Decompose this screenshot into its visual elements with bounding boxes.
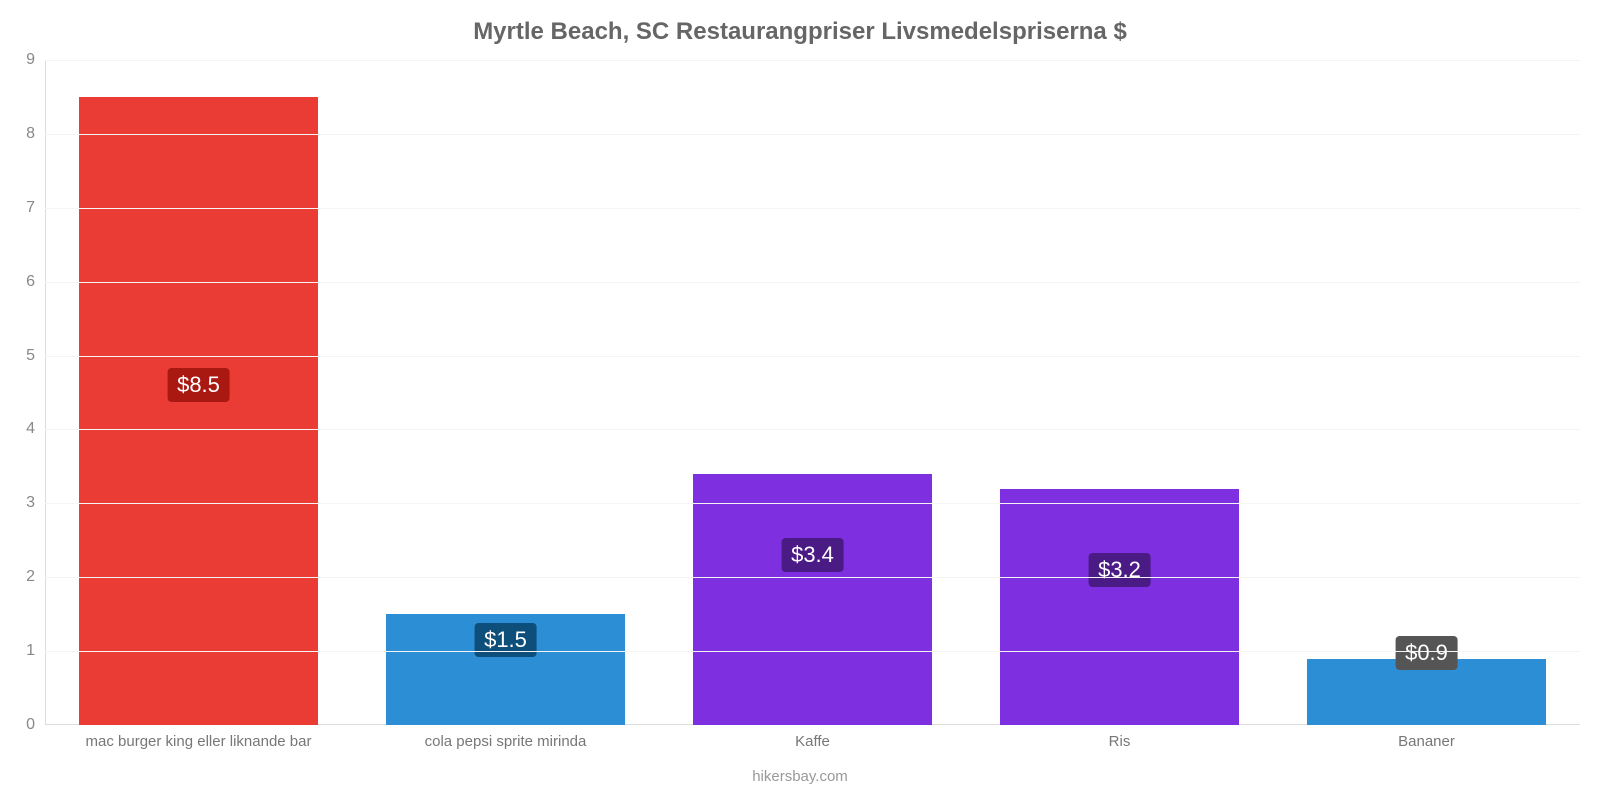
gridline bbox=[45, 503, 1580, 504]
gridline bbox=[45, 577, 1580, 578]
bar bbox=[693, 474, 932, 725]
gridline bbox=[45, 282, 1580, 283]
x-tick-label: Ris bbox=[1109, 725, 1131, 750]
gridline bbox=[45, 651, 1580, 652]
y-tick-label: 1 bbox=[26, 642, 45, 660]
bar bbox=[1000, 489, 1239, 725]
credit-text: hikersbay.com bbox=[0, 768, 1600, 785]
gridline bbox=[45, 208, 1580, 209]
price-bar-chart: Myrtle Beach, SC Restaurangpriser Livsme… bbox=[0, 0, 1600, 800]
bar-value-label: $0.9 bbox=[1395, 636, 1458, 670]
y-tick-label: 9 bbox=[26, 51, 45, 69]
x-tick-label: Kaffe bbox=[795, 725, 830, 750]
x-tick-label: mac burger king eller liknande bar bbox=[86, 725, 312, 750]
bar bbox=[79, 97, 318, 725]
y-tick-label: 7 bbox=[26, 199, 45, 217]
gridline bbox=[45, 134, 1580, 135]
chart-title: Myrtle Beach, SC Restaurangpriser Livsme… bbox=[0, 18, 1600, 46]
x-tick-label: cola pepsi sprite mirinda bbox=[425, 725, 587, 750]
y-tick-label: 5 bbox=[26, 347, 45, 365]
gridline bbox=[45, 356, 1580, 357]
bar-value-label: $3.4 bbox=[781, 538, 844, 572]
y-tick-label: 8 bbox=[26, 125, 45, 143]
x-tick-label: Bananer bbox=[1398, 725, 1455, 750]
y-tick-label: 2 bbox=[26, 568, 45, 586]
bar-value-label: $3.2 bbox=[1088, 553, 1151, 587]
gridline bbox=[45, 60, 1580, 61]
y-tick-label: 4 bbox=[26, 420, 45, 438]
y-tick-label: 0 bbox=[26, 716, 45, 734]
y-tick-label: 6 bbox=[26, 273, 45, 291]
plot-area: $8.5$1.5$3.4$3.2$0.9 0123456789mac burge… bbox=[45, 60, 1580, 725]
y-tick-label: 3 bbox=[26, 494, 45, 512]
bars-layer: $8.5$1.5$3.4$3.2$0.9 bbox=[45, 60, 1580, 725]
bar-value-label: $8.5 bbox=[167, 368, 230, 402]
gridline bbox=[45, 429, 1580, 430]
